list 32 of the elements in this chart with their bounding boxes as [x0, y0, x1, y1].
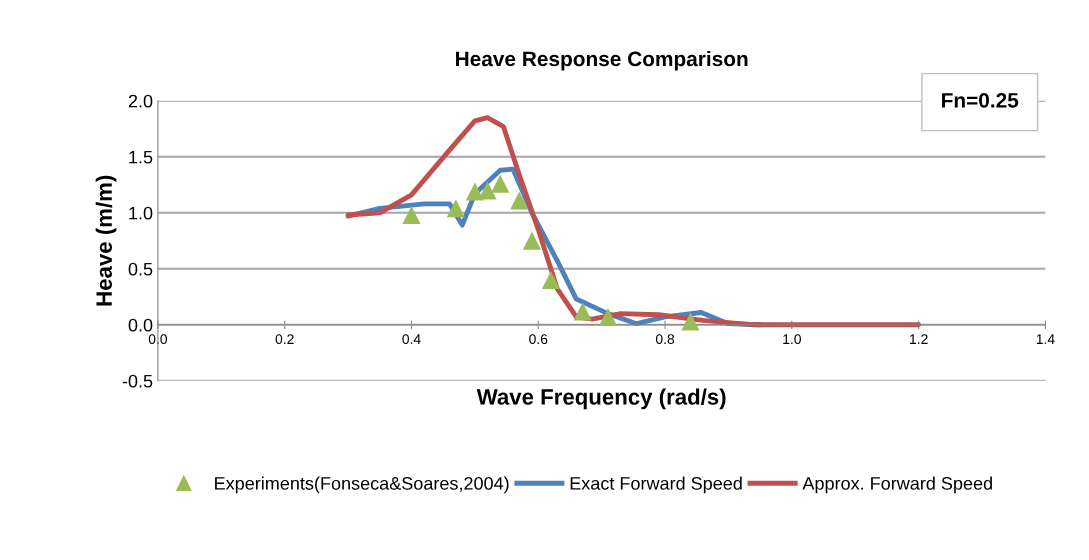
y-tick-label: 1.0	[129, 206, 153, 220]
point	[681, 312, 700, 331]
y-axis-title: Heave (m/m)	[95, 175, 117, 306]
y-tick-label: 2.0	[128, 94, 153, 108]
legend-label: Approx. Forward Speed	[802, 476, 992, 494]
y-tick-label: 0.5	[128, 262, 153, 276]
annotation: Fn=0.25	[942, 92, 1019, 108]
x-tick-label: 1.0	[783, 334, 801, 345]
y-tick-label: 0.0	[128, 318, 153, 332]
point	[541, 270, 561, 290]
chart-title: Heave Response Comparison	[456, 50, 748, 71]
point	[465, 182, 484, 201]
point	[491, 174, 510, 193]
line-series	[345, 115, 922, 328]
point	[522, 231, 541, 250]
x-axis-title: Wave Frequency (rad/s)	[476, 388, 726, 410]
x-tick-label: 0.2	[275, 334, 294, 345]
legend-label: Experiments(Fonseca&Soares,2004)	[215, 476, 509, 494]
legend-label: Exact Forward Speed	[570, 476, 742, 494]
y-tick-label: 1.5	[129, 150, 153, 164]
x-tick-label: 0.6	[529, 334, 548, 345]
x-tick-label: 0.0	[148, 334, 168, 345]
point	[510, 191, 529, 210]
x-tick-label: 1.4	[1036, 334, 1055, 344]
x-tick-label: 1.2	[910, 334, 928, 344]
point	[598, 307, 618, 327]
point	[573, 302, 592, 321]
point	[402, 205, 421, 225]
y-tick-label: -0.5	[122, 374, 153, 388]
point	[446, 199, 465, 218]
x-tick-label: 0.4	[402, 334, 421, 345]
x-tick-label: 0.8	[655, 334, 675, 345]
